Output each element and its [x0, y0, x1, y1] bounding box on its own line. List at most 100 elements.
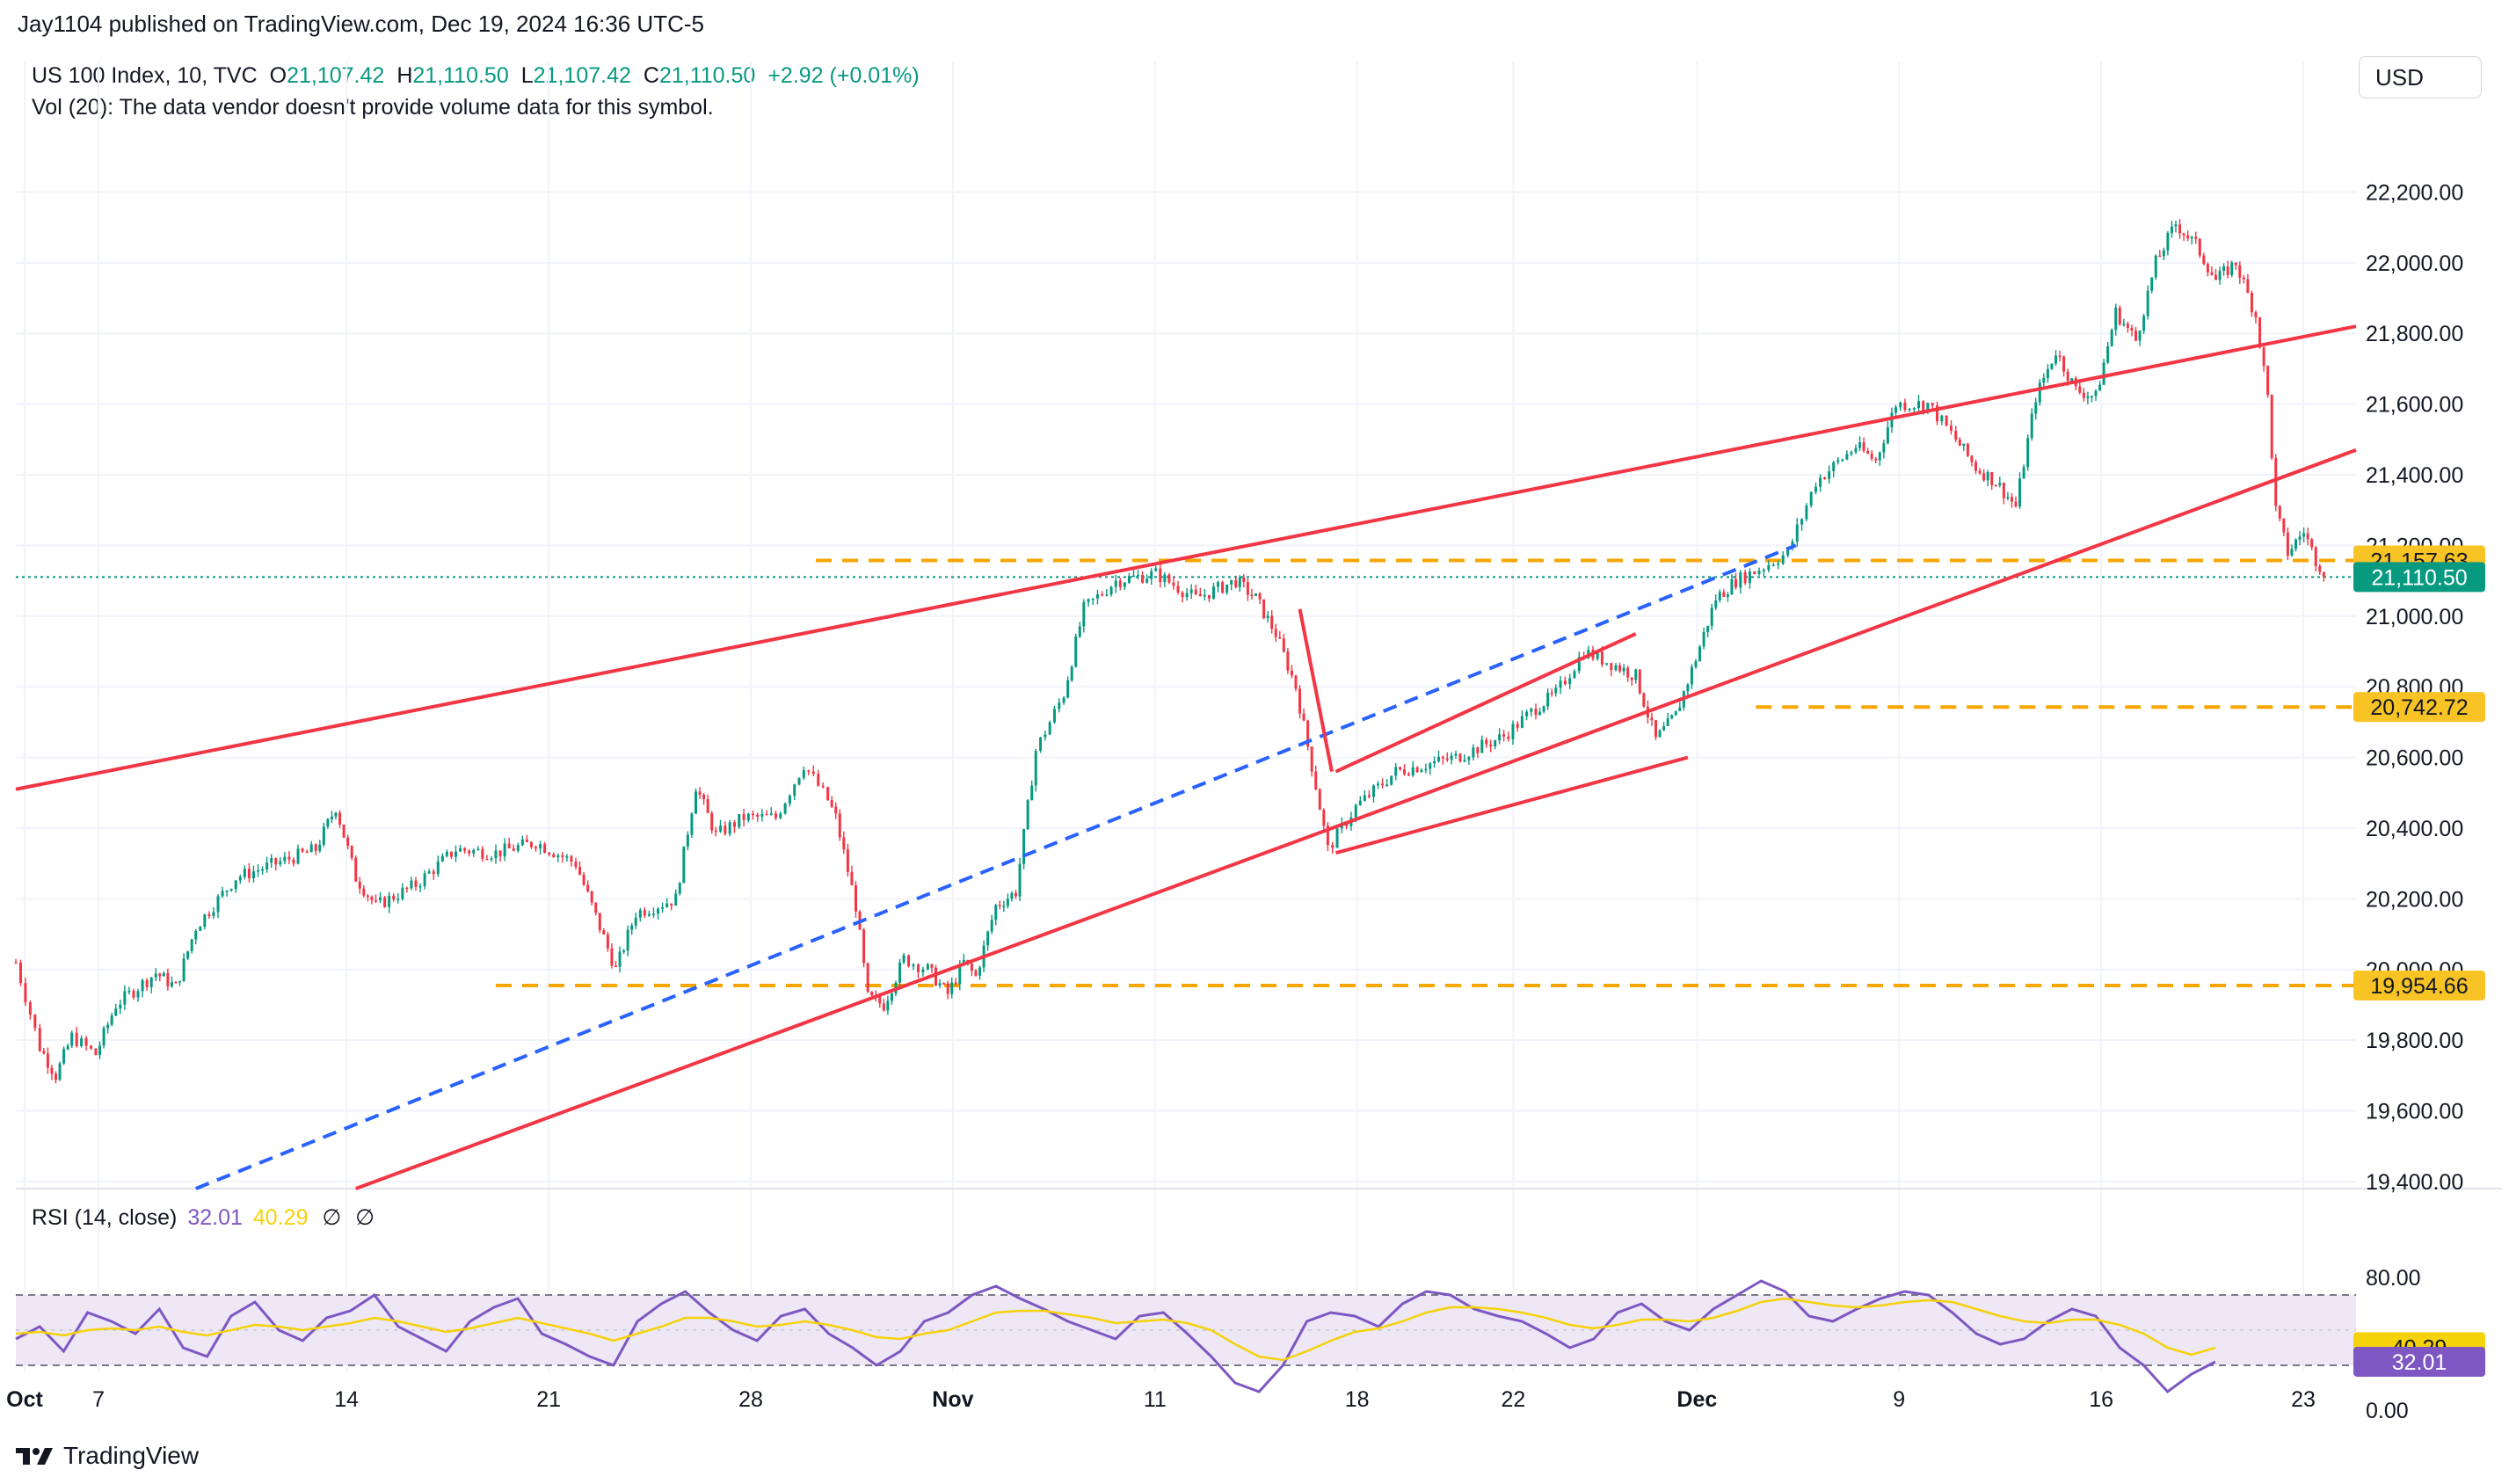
candle-body [2274, 458, 2278, 506]
candle-body [334, 812, 338, 817]
candle-body [70, 1032, 74, 1046]
candle-body [234, 880, 237, 890]
candle-body [561, 855, 564, 857]
high-label: H [396, 63, 413, 88]
candle-body [1030, 785, 1034, 801]
rsi-line [15, 1279, 2216, 1394]
candle-body [392, 895, 396, 900]
candle-body [42, 1051, 46, 1054]
candle-body [714, 830, 717, 833]
candle-body [2034, 402, 2038, 414]
candle-body [24, 983, 27, 1003]
candle-body [1489, 744, 1493, 747]
candle-body [1367, 795, 1371, 797]
candle-body [1318, 789, 1321, 811]
candle-body [423, 873, 426, 886]
candle-body [1242, 577, 1246, 583]
candle-body [811, 771, 815, 775]
candle-body [958, 964, 962, 985]
candle-body [1786, 548, 1790, 556]
brand-name[interactable]: TradingView [63, 1442, 200, 1469]
candle-body [1854, 447, 1858, 453]
candle-body [921, 969, 925, 972]
candle-body [440, 855, 444, 862]
candle-body [270, 858, 273, 863]
candle-body [1485, 739, 1488, 745]
candle-body [783, 803, 787, 814]
candle-body [1819, 477, 1822, 487]
candle-body [1390, 775, 1393, 785]
candle-body [1814, 486, 1817, 492]
candle-body [1903, 403, 1907, 411]
candle-body [1286, 651, 1290, 671]
candle-body [1034, 751, 1037, 786]
candle-body [1018, 863, 1022, 897]
candle-body [1433, 760, 1436, 764]
candle-body [1310, 746, 1313, 772]
candle-body [769, 813, 773, 815]
change-value: +2.92 (+0.01%) [767, 63, 920, 88]
candle-body [565, 856, 569, 858]
candle-body [1520, 716, 1524, 728]
candle-body [2234, 262, 2237, 266]
candle-body [1698, 646, 1702, 662]
candle-body [2230, 262, 2234, 275]
symbol-name[interactable]: US 100 Index, 10, TVC [32, 63, 258, 88]
rsi-value-label: 32.01 [2392, 1350, 2447, 1375]
visibility-off-icon[interactable]: ∅ [322, 1205, 342, 1230]
candle-body [1002, 906, 1006, 907]
candle-body [1832, 462, 1836, 471]
candle-body [1809, 491, 1813, 506]
candle-body [1538, 711, 1542, 716]
candle-body [2270, 395, 2273, 459]
candle-body [1494, 740, 1497, 747]
price-tick-label: 22,200.00 [2366, 180, 2463, 205]
candle-body [257, 869, 260, 872]
candle-body [2102, 362, 2105, 385]
candle-body [866, 963, 869, 993]
candle-body [106, 1024, 110, 1029]
candle-body [1781, 555, 1785, 564]
candle-body [1189, 589, 1193, 593]
candle-body [2246, 279, 2250, 294]
candle-body [698, 791, 702, 795]
candle-body [756, 814, 760, 817]
trendline [1334, 755, 1689, 855]
candle-body [370, 897, 374, 901]
candle-body [174, 982, 178, 984]
price-level-badge [2353, 692, 2485, 723]
candle-body [1882, 443, 1886, 453]
candle-body [793, 784, 796, 797]
candle-body [342, 824, 345, 838]
candle-body [678, 883, 681, 894]
candle-body [243, 869, 246, 877]
candle-body [1476, 747, 1480, 753]
candle-body [1777, 564, 1780, 565]
candle-body [1354, 804, 1357, 818]
candle-body [2118, 307, 2121, 325]
rsi-label[interactable]: RSI (14, close) [32, 1205, 178, 1230]
currency-selector[interactable]: USD [2359, 56, 2482, 98]
candle-body [1123, 582, 1126, 587]
trendlines [15, 324, 2357, 1190]
candle-body [1511, 724, 1515, 739]
candle-body [432, 871, 435, 875]
price-tick-label: 21,800.00 [2366, 322, 2463, 346]
candle-body [379, 897, 382, 901]
trendline [355, 447, 2357, 1190]
candle-body [1666, 718, 1669, 726]
candle-body [539, 844, 542, 849]
candle-body [84, 1038, 88, 1046]
candle-body [1411, 767, 1414, 775]
rsi-pane: 80.00 0.00 [15, 1266, 2421, 1423]
candle-body [80, 1038, 84, 1046]
candle-body [132, 990, 135, 998]
candle-body [870, 992, 874, 996]
candle-body [2262, 347, 2265, 367]
candle-body [807, 770, 811, 772]
candle-body [2150, 277, 2154, 291]
candle-body [1753, 571, 1756, 574]
visibility-off-icon[interactable]: ∅ [355, 1205, 375, 1230]
candle-body [1931, 403, 1934, 406]
